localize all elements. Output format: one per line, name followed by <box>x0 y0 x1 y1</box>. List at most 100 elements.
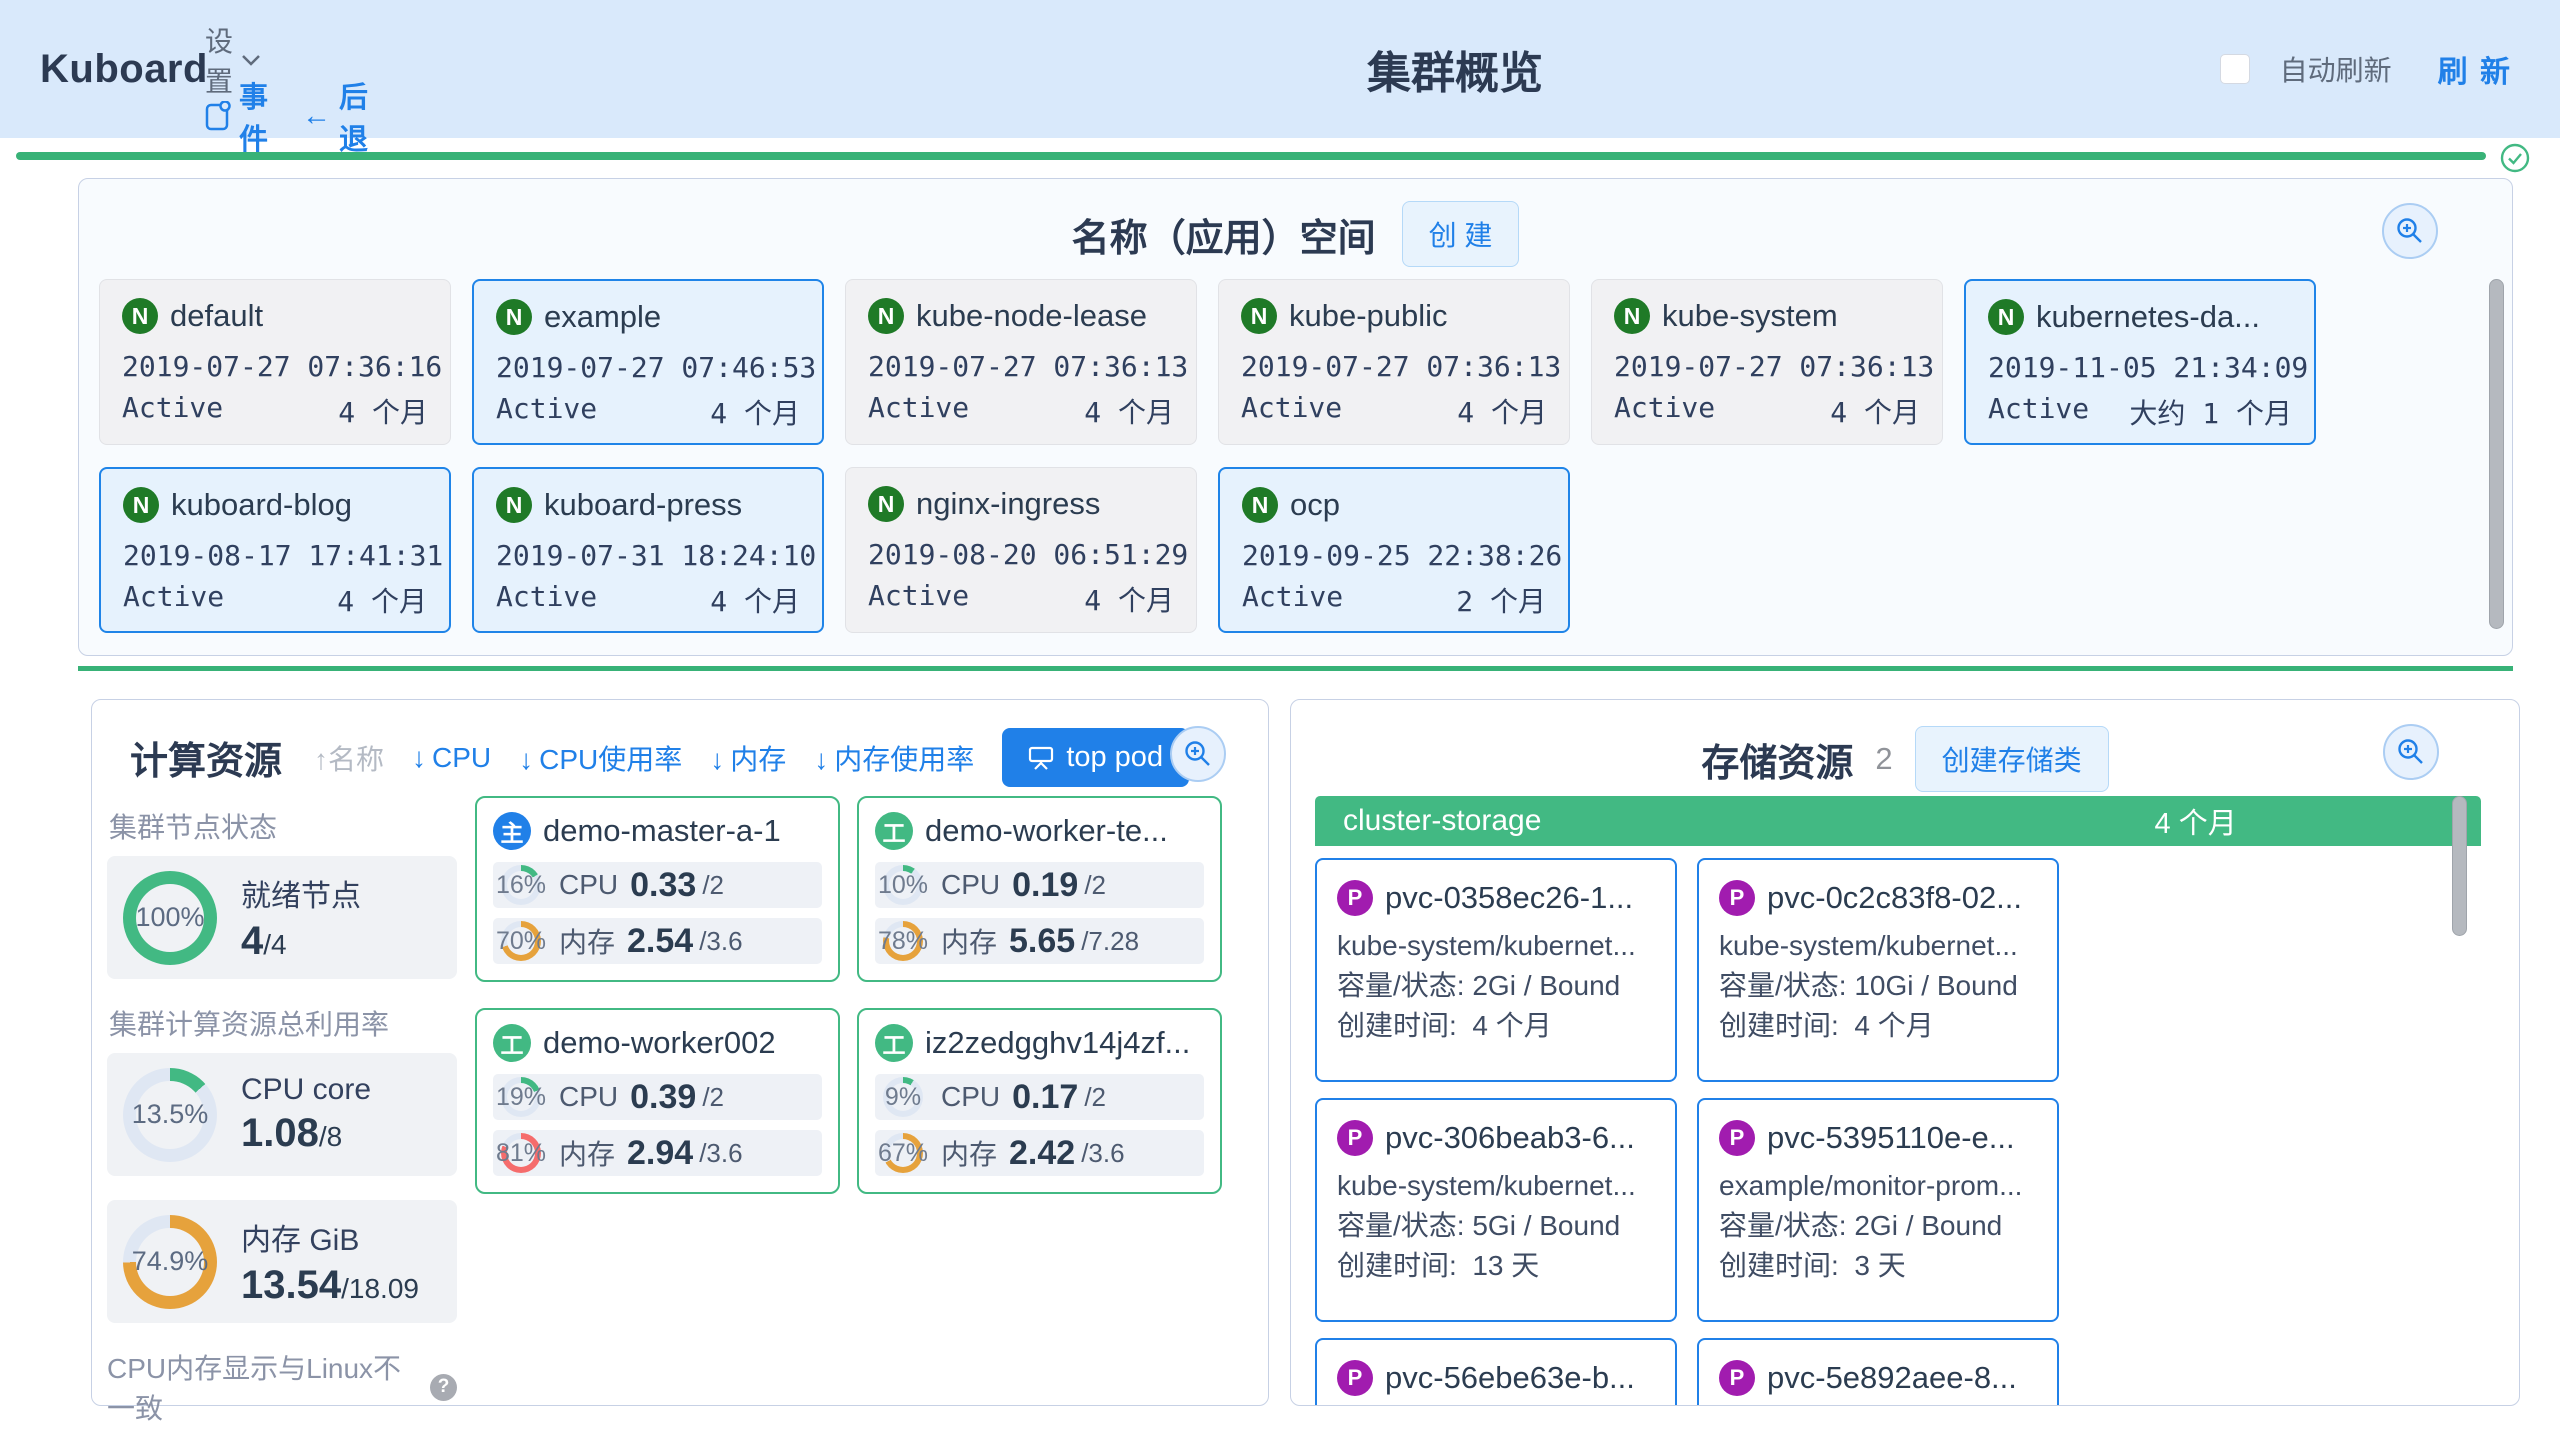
compute-panel: 计算资源 ↑名称 ↓ CPU ↓ CPU使用率 ↓ 内存 ↓ 内存使用率 top pod <box>91 699 1269 1424</box>
namespace-created: 2019-07-27 07:36:13 <box>1241 350 1562 383</box>
pvc-capacity: 容量/状态: 2Gi / Bound <box>1719 1210 2003 1241</box>
namespace-created: 2019-07-27 07:36:13 <box>868 350 1189 383</box>
node-grid: 主 demo-master-a-1 16% CPU 0.33 /2 70% 内存 … <box>475 796 1222 1194</box>
node-cpu-row: 10% CPU 0.19 /2 <box>875 862 1204 908</box>
create-namespace-button[interactable]: 创 建 <box>1401 201 1520 267</box>
namespace-name: kube-system <box>1662 298 1838 333</box>
pvc-capacity: 容量/状态: 2Gi / Bound <box>1337 970 1621 1001</box>
create-storage-class-button[interactable]: 创建存储类 <box>1914 726 2109 792</box>
namespaces-scrollbar[interactable] <box>2489 279 2504 629</box>
node-card[interactable]: 工 demo-worker002 19% CPU 0.39 /2 81% 内存 2… <box>475 1008 840 1194</box>
namespace-age: 大约 1 个月 <box>2129 397 2292 430</box>
pvc-name: pvc-0c2c83f8-02... <box>1767 880 2023 915</box>
namespace-status: Active <box>123 580 225 613</box>
storage-scrollbar[interactable] <box>2452 796 2467 936</box>
cpu-total: /2 <box>1084 869 1106 900</box>
auto-refresh-checkbox[interactable] <box>2219 54 2250 84</box>
storage-class-bar[interactable]: cluster-storage 4 个月 <box>1315 796 2481 846</box>
namespace-icon: N <box>496 487 532 523</box>
sort-by-memory-usage[interactable]: ↓ 内存使用率 <box>814 743 975 775</box>
auto-refresh-label: 自动刷新 <box>2279 55 2392 86</box>
namespace-name: kuboard-blog <box>171 487 352 522</box>
pvc-namespace: example/monitor-prom... <box>1719 1170 2023 1201</box>
cpu-total: /2 <box>702 1081 724 1112</box>
sort-by-name[interactable]: ↑名称 <box>314 743 385 775</box>
worker-node-icon: 工 <box>875 812 913 850</box>
namespace-name: nginx-ingress <box>916 486 1101 521</box>
sort-by-memory[interactable]: ↓ 内存 <box>710 743 787 775</box>
cluster-summary-column: 集群节点状态 100% 就绪节点 4/4 集群计算资源总利用率 13.5% CP… <box>107 802 457 1440</box>
node-card[interactable]: 工 demo-worker-te... 10% CPU 0.19 /2 78% 内… <box>857 796 1222 982</box>
node-card[interactable]: 工 iz2zedgghv14j4zf... 9% CPU 0.17 /2 67% … <box>857 1008 1222 1194</box>
namespace-name: kuboard-press <box>544 487 743 522</box>
zoom-in-button[interactable] <box>2382 203 2438 259</box>
memory-value: 5.65 <box>1009 921 1076 960</box>
namespace-status: Active <box>1614 391 1716 424</box>
help-note[interactable]: CPU内存显示与Linux不一致 ? <box>107 1347 457 1427</box>
cpu-total-stat: 13.5% CPU core 1.08/8 <box>107 1053 457 1176</box>
memory-total-label: 内存 GiB <box>241 1224 360 1257</box>
refresh-button[interactable]: 刷 新 <box>2437 56 2512 89</box>
namespace-status: Active <box>868 391 970 424</box>
memory-usage-ring: 70% <box>496 921 546 961</box>
namespace-created: 2019-07-27 07:46:53 <box>496 351 817 384</box>
node-ready-label: 就绪节点 <box>241 880 361 913</box>
namespace-name: default <box>170 298 264 333</box>
app-logo[interactable]: Kuboard <box>40 46 208 91</box>
back-link[interactable]: ← 后退 <box>302 74 368 158</box>
zoom-in-button[interactable] <box>2383 724 2439 780</box>
settings-menu[interactable]: 设置 <box>205 20 261 100</box>
namespace-icon: N <box>122 298 158 334</box>
memory-value: 2.42 <box>1009 1133 1076 1172</box>
node-name: demo-worker-te... <box>925 813 1168 848</box>
sort-by-cpu-usage[interactable]: ↓ CPU使用率 <box>519 743 683 775</box>
question-icon[interactable]: ? <box>430 1373 457 1401</box>
cpu-total-total: /8 <box>318 1121 343 1152</box>
namespace-age: 4 个月 <box>710 585 800 618</box>
top-pod-button[interactable]: top pod <box>1002 728 1190 787</box>
zoom-in-button[interactable] <box>1170 726 1226 782</box>
green-divider-middle <box>78 666 2513 671</box>
node-ready-stat: 100% 就绪节点 4/4 <box>107 856 457 979</box>
green-divider-top <box>16 152 2486 160</box>
events-link[interactable]: 事件 <box>205 74 268 158</box>
pvc-icon: P <box>1337 1120 1373 1156</box>
node-memory-row: 81% 内存 2.94 /3.6 <box>493 1130 822 1176</box>
sort-by-cpu[interactable]: ↓ CPU <box>412 741 492 773</box>
cpu-label: CPU <box>941 869 1001 900</box>
namespace-created: 2019-09-25 22:38:26 <box>1242 539 1563 572</box>
namespace-created: 2019-07-27 07:36:16 <box>122 350 443 383</box>
namespace-created: 2019-11-05 21:34:09 <box>1988 351 2309 384</box>
compute-header: 计算资源 ↑名称 ↓ CPU ↓ CPU使用率 ↓ 内存 ↓ 内存使用率 top pod <box>130 728 1190 787</box>
pvc-created: 创建时间: 3 天 <box>1719 1250 1906 1281</box>
namespaces-title: 名称（应用）空间 <box>1071 217 1376 260</box>
back-label: 后退 <box>339 82 369 156</box>
cpu-value: 0.17 <box>1012 1077 1079 1116</box>
node-card[interactable]: 主 demo-master-a-1 16% CPU 0.33 /2 70% 内存 … <box>475 796 840 982</box>
pvc-capacity: 容量/状态: 10Gi / Bound <box>1719 970 2018 1001</box>
top-header: Kuboard 设置 事件 <box>0 0 2560 156</box>
namespace-age: 2 个月 <box>1456 585 1546 618</box>
namespaces-header: 名称（应用）空间 创 建 <box>79 201 2512 267</box>
namespace-icon: N <box>868 298 904 334</box>
header-right-controls: 自动刷新 刷 新 <box>2219 0 2512 138</box>
node-ready-total: /4 <box>263 929 287 960</box>
memory-usage-ring: 81% <box>496 1133 546 1173</box>
